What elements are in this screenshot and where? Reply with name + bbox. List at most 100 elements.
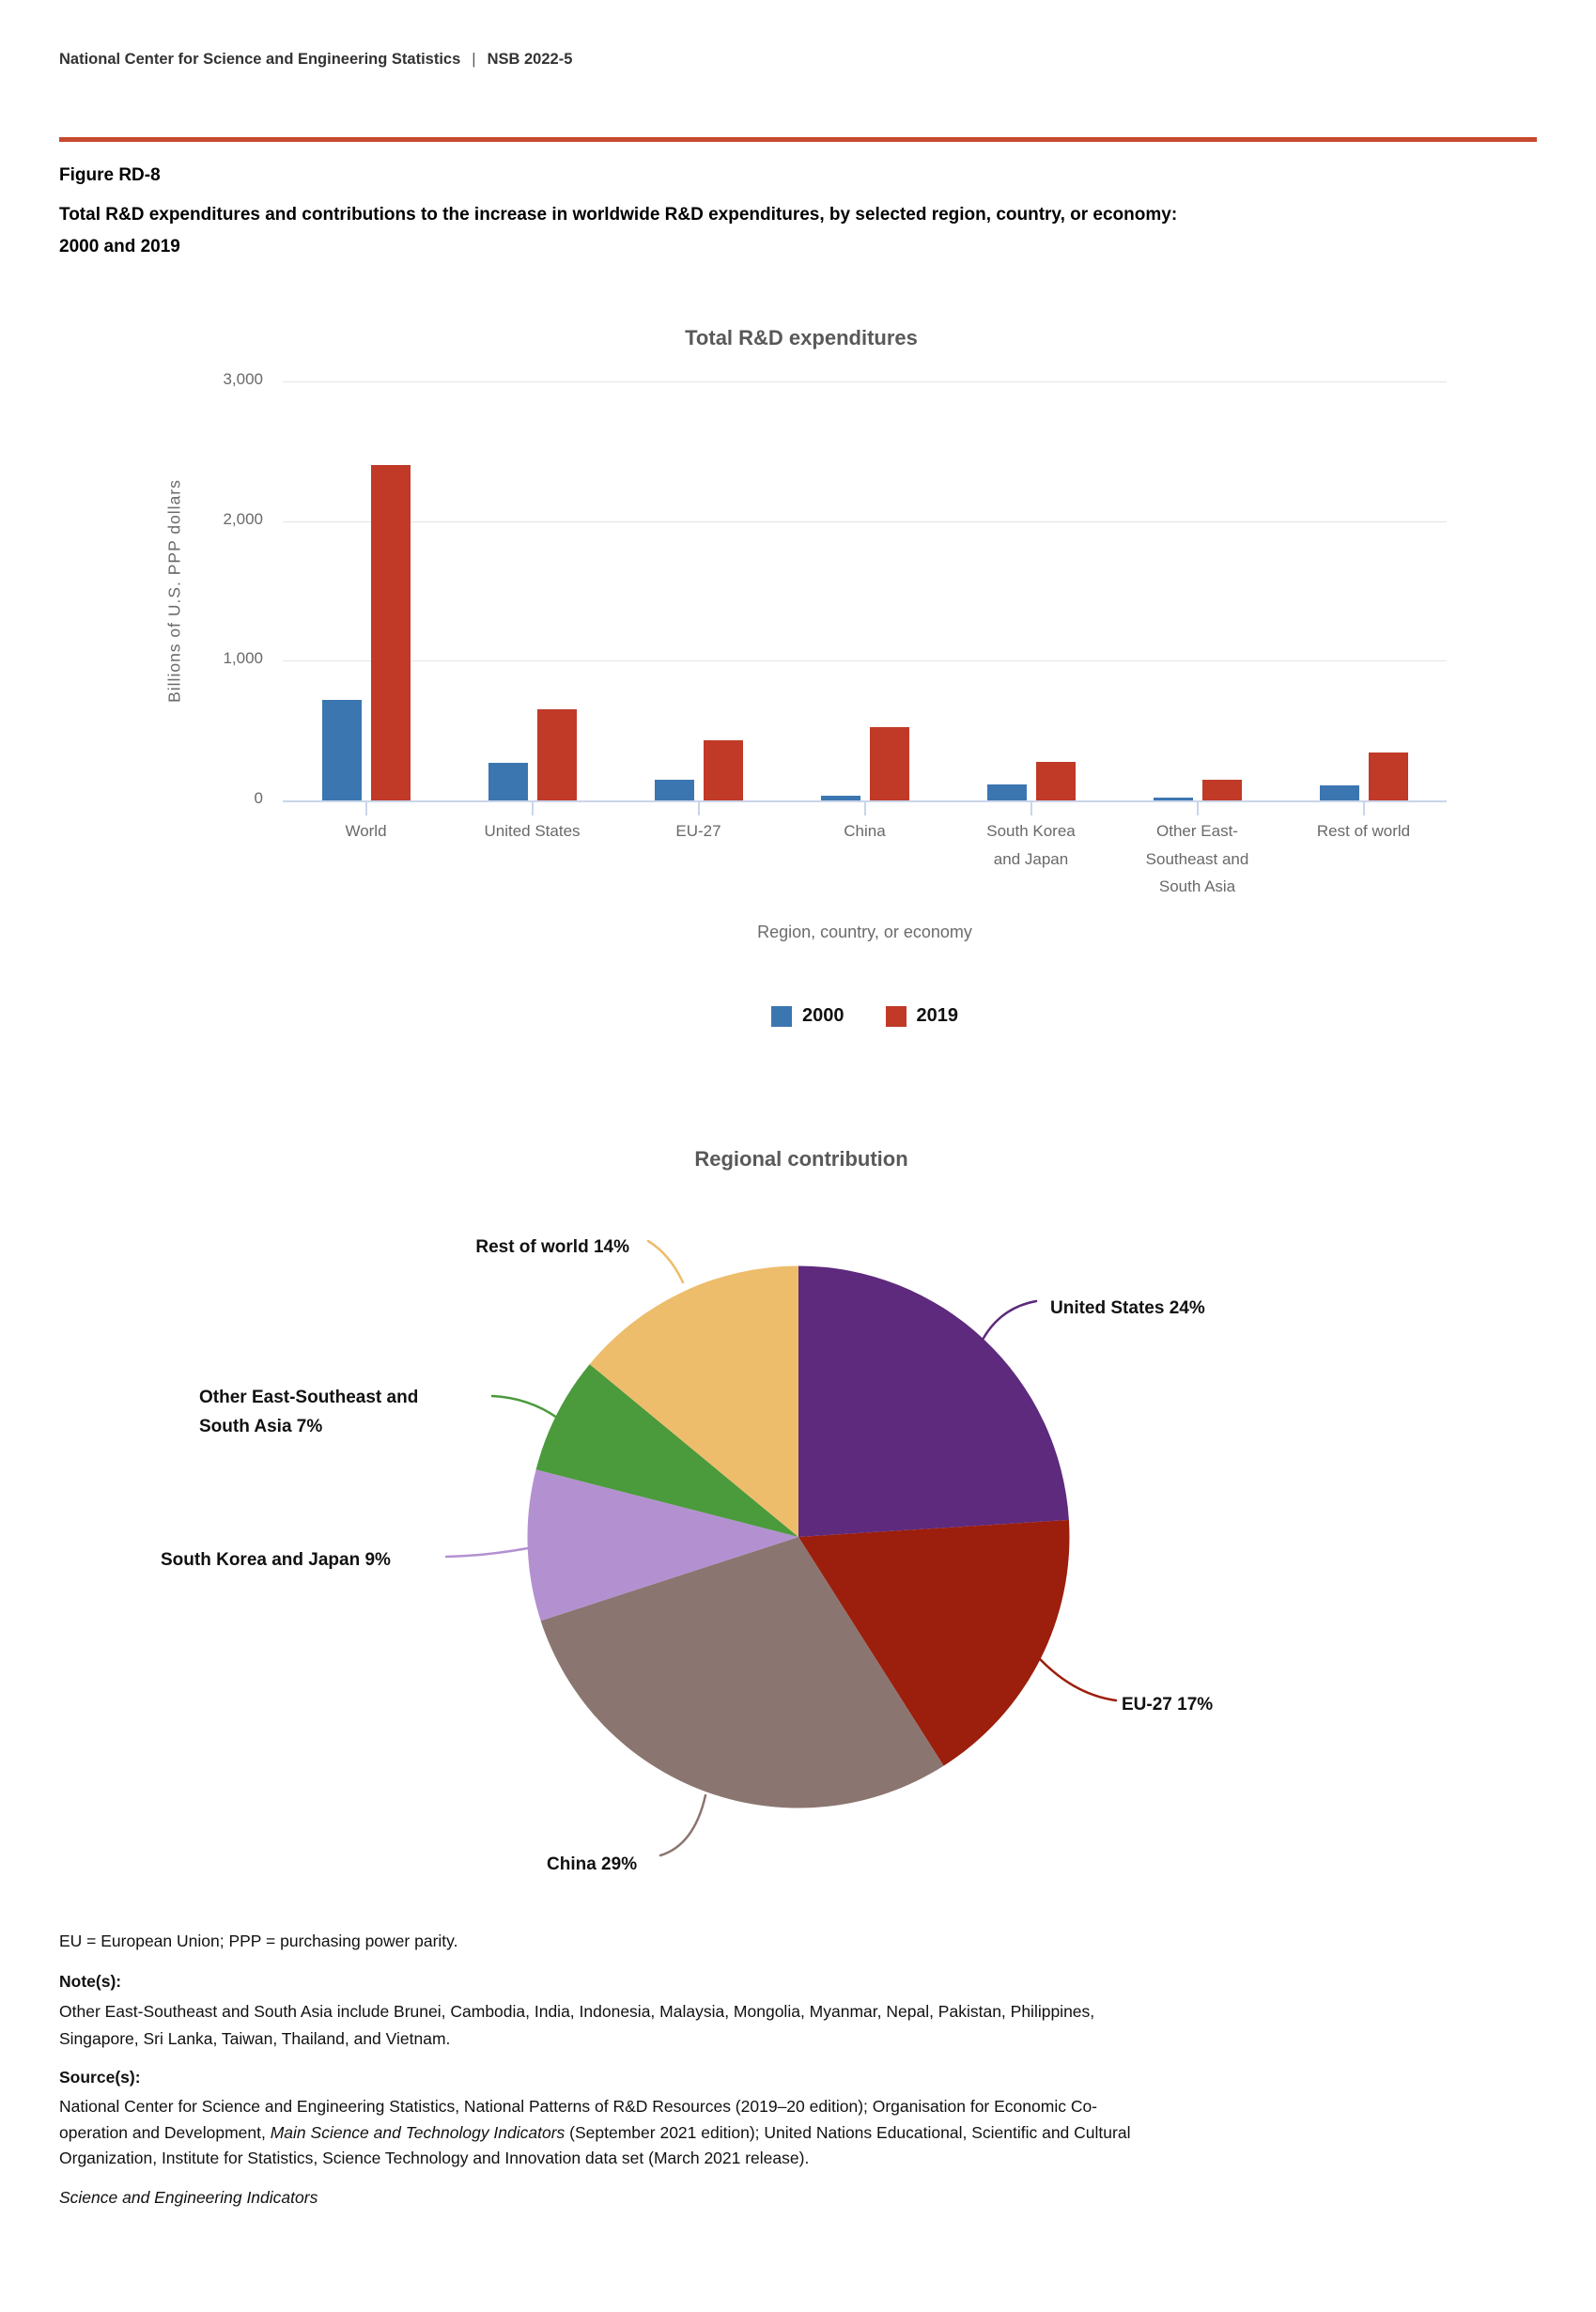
- bar-2019-world: [370, 465, 411, 800]
- x-tick-label-line: Rest of world: [1316, 822, 1411, 840]
- pie-label-line: Rest of world 14%: [475, 1237, 629, 1257]
- pie-slice-china: [540, 1537, 944, 1808]
- figure-title-line: 2000 and 2019: [59, 237, 180, 256]
- figure-title: Total R&D expenditures and contributions…: [59, 199, 1543, 263]
- figure-label: Figure RD-8: [59, 165, 161, 185]
- pie-label-line: China 29%: [547, 1854, 638, 1874]
- bar-plot-area: [283, 381, 1447, 802]
- footnote-segment: National Center for Science and Engineer…: [59, 2097, 1098, 2116]
- footnote-line: operation and Development, Main Science …: [59, 2120, 1130, 2147]
- footnote-line: Organization, Institute for Statistics, …: [59, 2146, 1130, 2172]
- x-tick-mark: [697, 801, 700, 815]
- pie-label-line: South Asia 7%: [199, 1417, 323, 1436]
- y-tick-label: 1,000: [223, 649, 263, 668]
- leader-line-south-korea-and-japan: [444, 1546, 530, 1559]
- footnote-segment: Singapore, Sri Lanka, Taiwan, Thailand, …: [59, 2029, 451, 2048]
- x-tick-label: United States: [449, 817, 615, 846]
- figure-title-line: Total R&D expenditures and contributions…: [59, 205, 1178, 225]
- bar-chart-x-axis-title: Region, country, or economy: [757, 923, 972, 941]
- accent-rule: [59, 137, 1537, 142]
- bar-2000-other-east-southeast-and-south-asia: [1153, 798, 1193, 800]
- x-tick-label-line: Other East-: [1156, 822, 1238, 840]
- x-tick-label: China: [782, 817, 948, 846]
- bar-2019-other-east-southeast-and-south-asia: [1201, 780, 1242, 800]
- bar-2000-china: [820, 796, 860, 800]
- pie-label-eu-27: EU-27 17%: [1122, 1690, 1213, 1719]
- x-tick-mark: [1362, 801, 1365, 815]
- x-tick-label-line: Southeast and: [1145, 849, 1249, 868]
- pie-slice-rest-of-world: [589, 1265, 798, 1537]
- sources-heading: Source(s):: [59, 2068, 141, 2087]
- legend-item-2019: 2019: [885, 1005, 959, 1027]
- x-tick-mark: [364, 801, 367, 815]
- pie-label-line: EU-27 17%: [1122, 1695, 1214, 1715]
- pie-label-line: United States 24%: [1050, 1298, 1205, 1318]
- sources-text: National Center for Science and Engineer…: [59, 2094, 1130, 2172]
- x-tick-label-line: South Asia: [1158, 877, 1236, 895]
- bar-2000-united-states: [488, 762, 528, 800]
- footnote-segment: Main Science and Technology Indicators: [270, 2122, 566, 2142]
- gridline: [283, 520, 1447, 522]
- footnote-segment: Other East-Southeast and South Asia incl…: [59, 2002, 1095, 2021]
- x-tick-label: World: [283, 817, 449, 846]
- footnote-line: Singapore, Sri Lanka, Taiwan, Thailand, …: [59, 2025, 1094, 2053]
- bar-2019-south-korea-and-japan: [1035, 762, 1076, 800]
- pie-label-china: China 29%: [547, 1850, 637, 1879]
- legend-swatch-2019: [885, 1005, 906, 1027]
- gridline: [283, 660, 1447, 662]
- pie-label-rest-of-world: Rest of world 14%: [366, 1233, 629, 1262]
- y-tick-label: 3,000: [223, 370, 263, 388]
- footnote-segment: (September 2021 edition); United Nations…: [565, 2122, 1131, 2142]
- x-tick-label: EU-27: [615, 817, 782, 846]
- header-report-id: NSB 2022-5: [487, 51, 573, 68]
- footnote-line: National Center for Science and Engineer…: [59, 2094, 1130, 2120]
- pie-graphic: [527, 1265, 1070, 1808]
- footnote-segment: Organization, Institute for Statistics, …: [59, 2149, 810, 2167]
- bar-2019-china: [869, 726, 909, 800]
- x-tick-mark: [531, 801, 534, 815]
- y-tick-label: 0: [254, 789, 263, 807]
- legend-item-2000: 2000: [771, 1005, 844, 1027]
- legend-label-2000: 2000: [802, 1005, 844, 1026]
- x-tick-label-line: EU-27: [675, 822, 721, 840]
- footnote-line: Other East-Southeast and South Asia incl…: [59, 1998, 1094, 2025]
- header-divider: |: [472, 51, 476, 68]
- legend-swatch-2000: [771, 1005, 792, 1027]
- x-tick-mark: [863, 801, 866, 815]
- bar-chart-legend: 2000 2019: [283, 1005, 1447, 1027]
- x-tick-label-line: United States: [484, 822, 581, 840]
- x-tick-label: Rest of world: [1280, 817, 1447, 846]
- publication-title: Science and Engineering Indicators: [59, 2188, 318, 2207]
- bar-2019-united-states: [536, 708, 577, 800]
- page-header: National Center for Science and Engineer…: [59, 51, 572, 69]
- bar-2000-eu-27: [654, 779, 694, 800]
- pie-label-united-states: United States 24%: [1050, 1294, 1205, 1323]
- pie-label-line: Other East-Southeast and: [199, 1388, 419, 1407]
- legend-label-2019: 2019: [916, 1005, 959, 1026]
- pie-label-south-korea-and-japan: South Korea and Japan 9%: [161, 1545, 391, 1575]
- x-tick-label: South Korea and Japan: [948, 817, 1114, 873]
- x-tick-mark: [1030, 801, 1032, 815]
- bar-2019-eu-27: [703, 740, 743, 800]
- x-tick-label-line: World: [345, 822, 387, 840]
- bar-2000-south-korea-and-japan: [986, 784, 1027, 800]
- pie-chart-title: Regional contribution: [694, 1147, 908, 1171]
- y-tick-label: 2,000: [223, 509, 263, 528]
- abbreviation-note: EU = European Union; PPP = purchasing po…: [59, 1932, 458, 1950]
- notes-heading: Note(s):: [59, 1972, 122, 1991]
- notes-text: Other East-Southeast and South Asia incl…: [59, 1998, 1094, 2053]
- bar-2000-rest-of-world: [1319, 785, 1359, 800]
- x-tick-label: Other East- Southeast and South Asia: [1114, 817, 1280, 901]
- pie-slice-other-east-southeast-and-south-asia: [535, 1364, 798, 1537]
- pie-slice-united-states: [798, 1265, 1069, 1537]
- footnote-segment: operation and Development,: [59, 2122, 271, 2142]
- bar-chart-title: Total R&D expenditures: [685, 326, 918, 349]
- pie-slice-eu-27: [798, 1519, 1070, 1766]
- bar-2019-rest-of-world: [1368, 752, 1408, 800]
- header-organization: National Center for Science and Engineer…: [59, 51, 461, 68]
- pie-slice-south-korea-and-japan: [527, 1469, 798, 1622]
- gridline: [283, 381, 1447, 382]
- x-tick-mark: [1196, 801, 1199, 815]
- x-tick-label-line: China: [844, 822, 886, 840]
